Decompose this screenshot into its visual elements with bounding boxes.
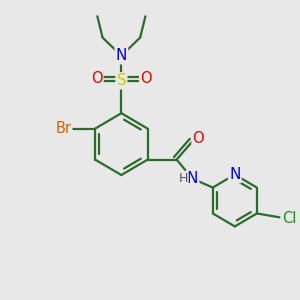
Text: H: H bbox=[178, 172, 188, 184]
Text: Cl: Cl bbox=[282, 211, 297, 226]
Text: N: N bbox=[229, 167, 241, 182]
Text: O: O bbox=[91, 71, 103, 86]
Text: O: O bbox=[193, 131, 204, 146]
Text: N: N bbox=[116, 48, 127, 63]
Text: O: O bbox=[140, 71, 152, 86]
Text: N: N bbox=[187, 171, 198, 186]
Text: Br: Br bbox=[55, 121, 71, 136]
Text: S: S bbox=[116, 73, 126, 88]
